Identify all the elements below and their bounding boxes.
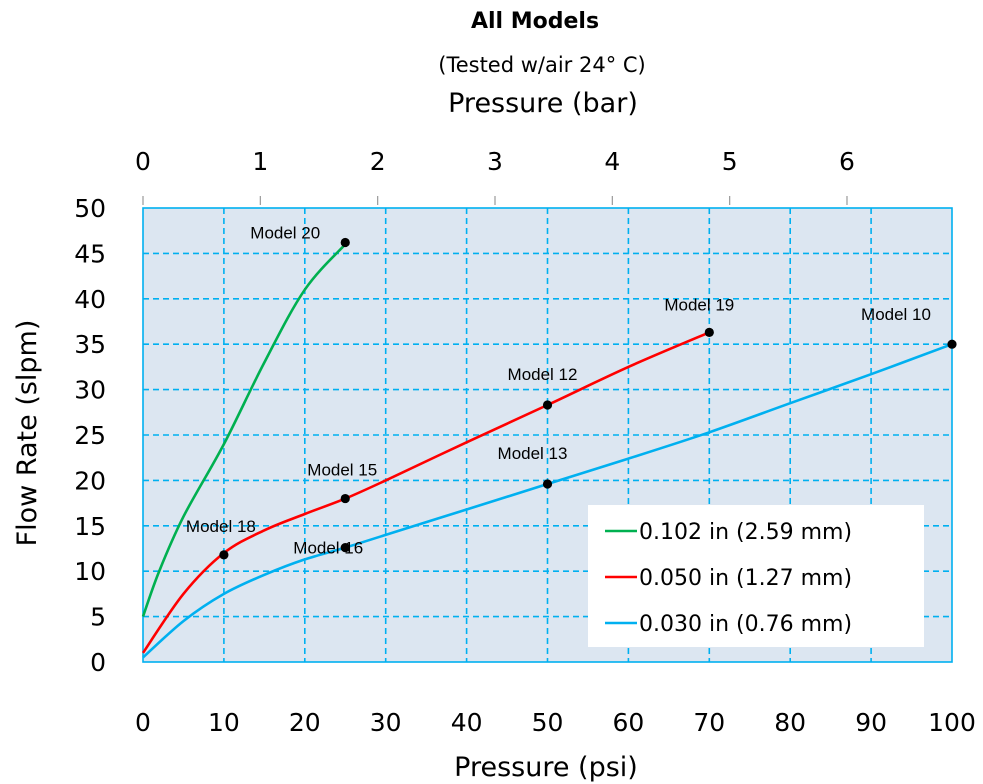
legend: 0.102 in (2.59 mm) 0.050 in (1.27 mm) 0.03… (588, 505, 924, 647)
x-tick-label: 40 (451, 708, 483, 737)
y-tick-label: 45 (74, 239, 106, 268)
y-tick-label: 25 (74, 421, 106, 450)
data-point-label: Model 16 (293, 539, 363, 558)
y-tick-label: 5 (90, 603, 106, 632)
data-point-label: Model 20 (250, 224, 320, 243)
chart-subtitle: (Tested w/air 24° C) (438, 53, 646, 77)
legend-label: 0.050 in (1.27 mm) (639, 566, 852, 591)
data-point-marker (219, 550, 228, 559)
x-tick-label: 50 (532, 708, 564, 737)
top-x-tick-label: 4 (604, 147, 620, 176)
legend-label: 0.030 in (0.76 mm) (639, 612, 852, 637)
y-axis-title: Flow Rate (slpm) (12, 320, 43, 547)
x-tick-label: 90 (855, 708, 887, 737)
y-tick-label: 35 (74, 330, 106, 359)
data-point-label: Model 13 (498, 444, 568, 463)
y-tick-label: 10 (74, 557, 106, 586)
data-point-label: Model 19 (664, 295, 734, 314)
legend-label: 0.102 in (2.59 mm) (639, 520, 852, 545)
x-tick-label: 100 (928, 708, 976, 737)
x-tick-label: 70 (693, 708, 725, 737)
top-x-tick-label: 3 (487, 147, 503, 176)
top-x-axis-title: Pressure (bar) (448, 88, 638, 119)
x-axis-title: Pressure (psi) (454, 752, 638, 783)
data-point-label: Model 12 (508, 365, 578, 384)
x-tick-label: 20 (289, 708, 321, 737)
x-tick-label: 30 (370, 708, 402, 737)
x-tick-label: 0 (135, 708, 151, 737)
data-point-marker (341, 238, 350, 247)
top-x-tick-label: 5 (722, 147, 738, 176)
x-tick-label: 80 (774, 708, 806, 737)
x-tick-label: 60 (612, 708, 644, 737)
data-point-label: Model 18 (186, 517, 256, 536)
data-point-marker (947, 340, 956, 349)
data-point-marker (705, 328, 714, 337)
y-tick-label: 15 (74, 512, 106, 541)
y-tick-label: 30 (74, 376, 106, 405)
data-point-marker (543, 400, 552, 409)
y-tick-label: 20 (74, 466, 106, 495)
top-x-tick-label: 2 (370, 147, 386, 176)
top-x-tick-label: 0 (135, 147, 151, 176)
top-x-tick-label: 6 (839, 147, 855, 176)
top-x-tick-label: 1 (252, 147, 268, 176)
y-tick-label: 0 (90, 648, 106, 677)
data-point-marker (543, 479, 552, 488)
y-tick-label: 40 (74, 285, 106, 314)
data-point-label: Model 10 (861, 305, 931, 324)
y-tick-label: 50 (74, 194, 106, 223)
chart-title: All Models (471, 9, 599, 34)
data-point-label: Model 15 (307, 461, 377, 480)
x-tick-label: 10 (208, 708, 240, 737)
data-point-marker (341, 494, 350, 503)
